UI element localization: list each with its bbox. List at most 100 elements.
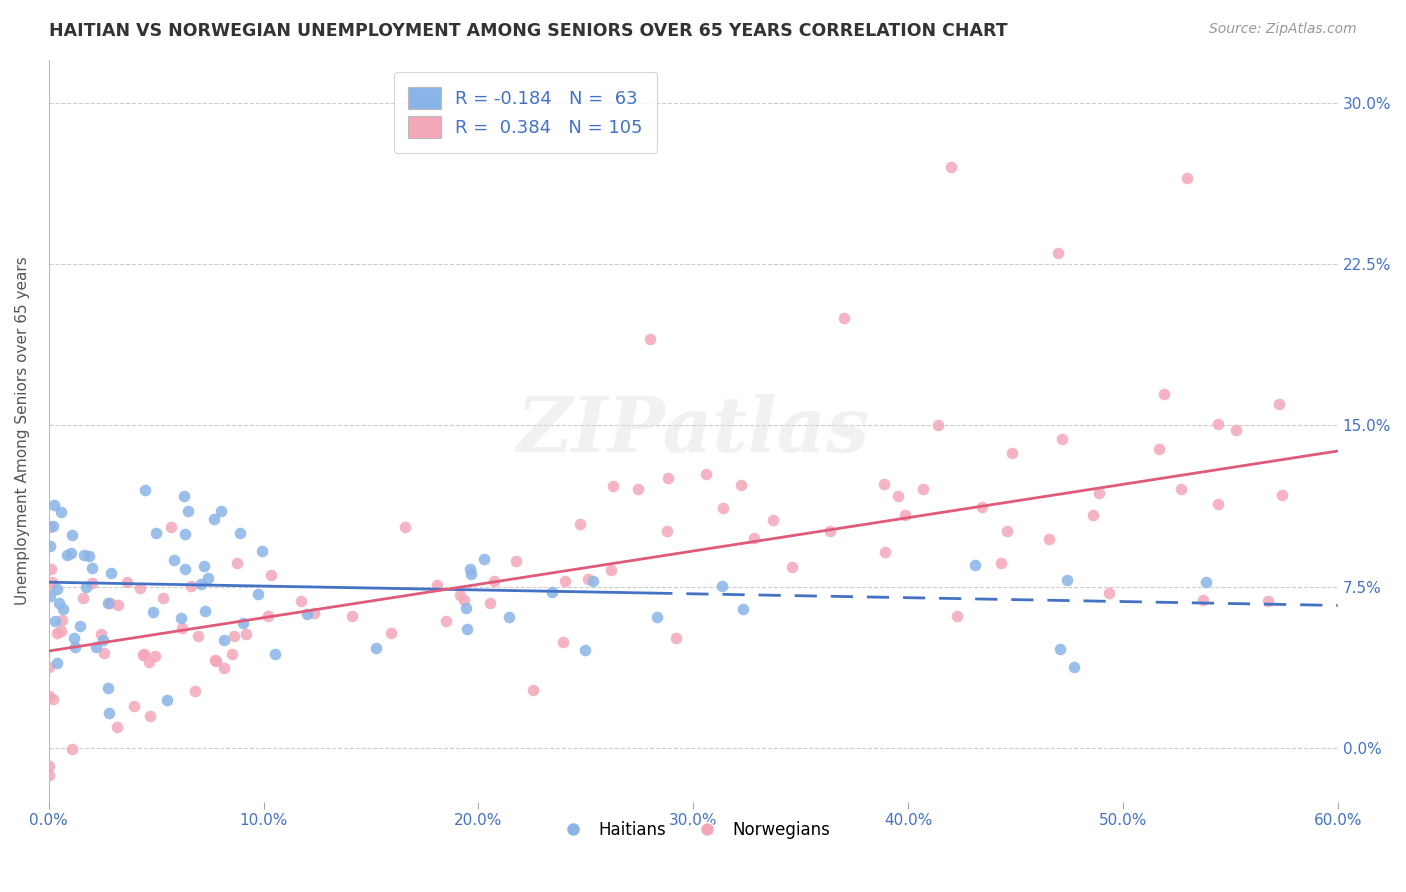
Y-axis label: Unemployment Among Seniors over 65 years: Unemployment Among Seniors over 65 years [15,256,30,605]
Point [105,720,128,734]
Point [93,646,115,660]
Point [1191,592,1213,607]
Point [194,604,217,618]
Point [782,559,804,574]
Point [645,610,668,624]
Point [1038,533,1060,547]
Point [1098,586,1121,600]
Text: Source: ZipAtlas.com: Source: ZipAtlas.com [1209,22,1357,37]
Point [48,596,70,610]
Point [197,571,219,585]
Point [484,574,506,588]
Point [1049,642,1071,657]
Point [911,482,934,496]
Point [39,562,62,576]
Point [46,657,69,671]
Point [204,653,226,667]
Point [142,605,165,619]
Point [366,640,388,655]
Point [44,614,66,628]
Point [295,607,318,621]
Point [173,489,195,503]
Point [1047,246,1070,260]
Point [69,618,91,632]
Point [873,476,896,491]
Point [600,563,623,577]
Point [214,661,236,675]
Point [202,512,225,526]
Point [695,467,717,481]
Point [602,479,624,493]
Point [505,554,527,568]
Point [72,591,94,606]
Point [742,531,765,545]
Point [655,524,678,539]
Point [638,332,661,346]
Point [304,606,326,620]
Point [818,524,841,538]
Legend: Haitians, Norwegians: Haitians, Norwegians [550,814,837,846]
Point [98,596,121,610]
Point [59,546,82,560]
Point [128,581,150,595]
Point [893,508,915,522]
Point [990,556,1012,570]
Point [138,655,160,669]
Point [340,608,363,623]
Point [163,553,186,567]
Point [1063,660,1085,674]
Point [97,596,120,610]
Point [63,640,86,655]
Point [49,624,72,639]
Point [44,499,66,513]
Point [132,648,155,662]
Point [100,566,122,581]
Point [887,490,910,504]
Point [426,578,449,592]
Point [927,417,949,432]
Point [46,626,69,640]
Point [1271,488,1294,502]
Point [551,635,574,649]
Point [1052,433,1074,447]
Point [1147,442,1170,456]
Point [139,709,162,723]
Point [247,587,270,601]
Point [434,614,457,628]
Point [522,683,544,698]
Point [582,574,605,588]
Point [190,577,212,591]
Point [1087,486,1109,500]
Point [569,517,592,532]
Point [209,504,232,518]
Point [155,692,177,706]
Point [540,584,562,599]
Point [574,642,596,657]
Point [711,500,734,515]
Point [115,575,138,590]
Point [38,539,60,553]
Point [45,582,67,597]
Point [290,594,312,608]
Point [731,602,754,616]
Point [41,575,63,590]
Point [1267,397,1289,411]
Point [52,602,75,616]
Point [1153,387,1175,401]
Point [204,654,226,668]
Point [160,520,183,534]
Point [38,767,60,781]
Point [665,631,688,645]
Point [51,613,73,627]
Point [498,610,520,624]
Point [449,588,471,602]
Point [453,593,475,607]
Point [1056,573,1078,587]
Point [49,505,72,519]
Point [177,504,200,518]
Point [761,513,783,527]
Point [170,611,193,625]
Point [458,562,481,576]
Point [60,528,83,542]
Point [107,598,129,612]
